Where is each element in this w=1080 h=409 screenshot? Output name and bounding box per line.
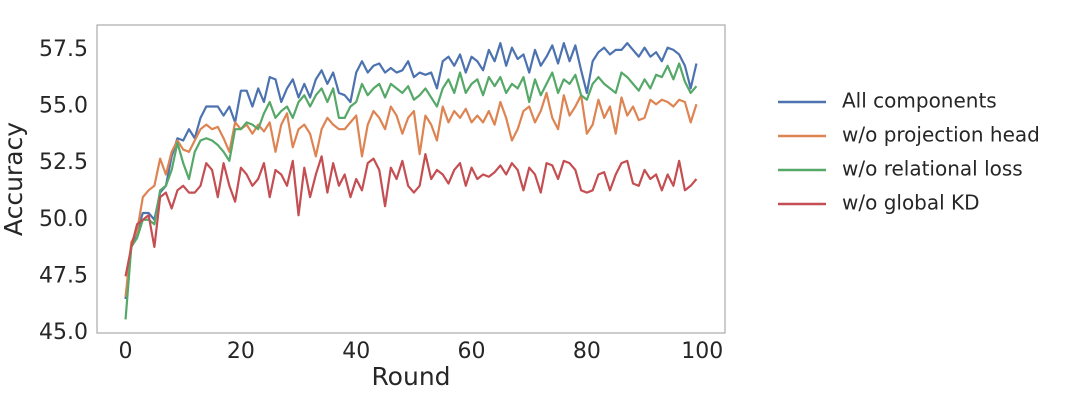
y-tick-label: 57.5 bbox=[39, 37, 88, 62]
y-tick-label: 50.0 bbox=[39, 207, 88, 232]
y-tick-label: 45.0 bbox=[39, 320, 88, 345]
x-tick-label: 40 bbox=[342, 339, 370, 364]
legend-label: w/o global KD bbox=[842, 191, 980, 215]
y-tick-label: 55.0 bbox=[39, 94, 88, 119]
x-tick-label: 0 bbox=[119, 339, 133, 364]
legend-label: w/o relational loss bbox=[842, 157, 1023, 181]
legend-label: All components bbox=[842, 89, 997, 113]
series-line bbox=[124, 152, 698, 277]
series-line bbox=[124, 62, 698, 320]
series-line bbox=[124, 42, 698, 300]
x-tick-label: 60 bbox=[458, 339, 486, 364]
x-axis-label: Round bbox=[371, 362, 450, 391]
series-line bbox=[124, 91, 698, 297]
y-tick-label: 52.5 bbox=[39, 150, 88, 175]
x-tick-label: 80 bbox=[573, 339, 601, 364]
x-tick-label: 100 bbox=[681, 339, 723, 364]
plot-frame bbox=[96, 24, 726, 334]
x-tick-label: 20 bbox=[227, 339, 255, 364]
y-axis-label: Accuracy bbox=[0, 122, 28, 236]
y-tick-label: 47.5 bbox=[39, 263, 88, 288]
legend-label: w/o projection head bbox=[842, 123, 1040, 147]
